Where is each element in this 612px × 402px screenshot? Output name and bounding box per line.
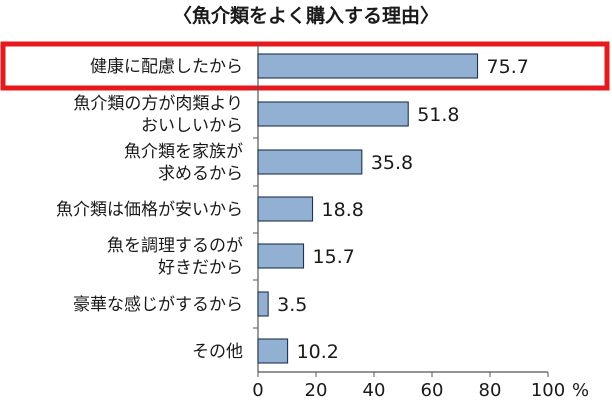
x-tick-label: 0 <box>252 380 263 401</box>
category-label: 魚介類の方が肉類より <box>73 94 243 114</box>
data-label: 51.8 <box>417 104 459 126</box>
chart-title: 〈魚介類をよく購入する理由〉 <box>173 4 439 27</box>
category-label: 求めるから <box>158 164 243 184</box>
bar <box>257 291 269 317</box>
category-label: その他 <box>192 342 243 362</box>
x-unit-label: % <box>572 380 589 401</box>
bar <box>257 53 479 79</box>
bar <box>257 149 363 175</box>
bar <box>257 196 314 222</box>
data-label: 35.8 <box>371 152 413 174</box>
x-tick-label: 40 <box>363 380 386 401</box>
category-label: 魚介類を家族が <box>124 142 243 162</box>
bar <box>257 243 305 269</box>
highlight-box <box>0 41 610 91</box>
x-tick-label: 60 <box>421 380 444 401</box>
category-label: 魚介類は価格が安いから <box>56 200 243 220</box>
x-tick-label: 100 <box>531 380 565 401</box>
data-label: 10.2 <box>297 341 339 363</box>
category-label: おいしいから <box>141 116 243 136</box>
data-label: 3.5 <box>277 294 307 316</box>
data-label: 75.7 <box>487 56 529 78</box>
category-label: 魚を調理するのが <box>107 236 243 256</box>
bar <box>257 101 409 127</box>
data-label: 18.8 <box>322 199 364 221</box>
category-label: 健康に配慮したから <box>90 57 243 77</box>
x-tick-label: 80 <box>479 380 502 401</box>
x-tick-label: 20 <box>305 380 328 401</box>
data-label: 15.7 <box>313 246 355 268</box>
bar <box>257 338 289 364</box>
category-label: 好きだから <box>158 258 243 278</box>
category-label: 豪華な感じがするから <box>73 294 243 315</box>
